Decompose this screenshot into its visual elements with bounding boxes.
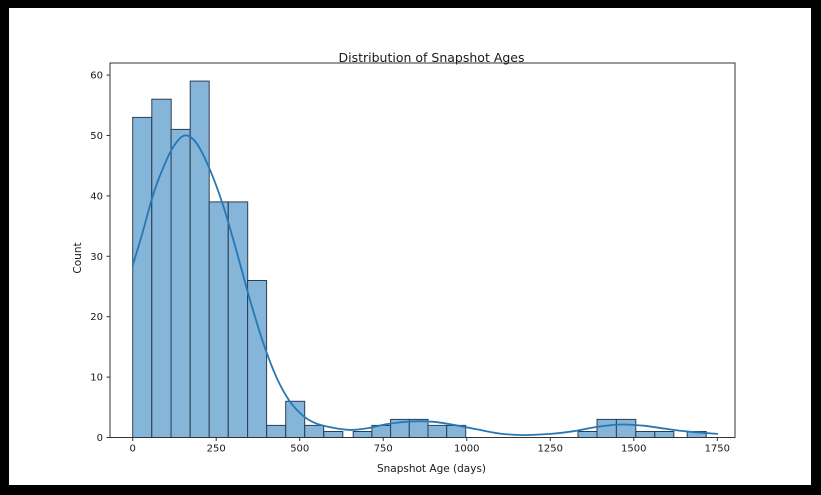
x-tick-label: 1000	[454, 444, 479, 455]
y-tick-label: 0	[97, 433, 103, 444]
histogram-bars	[132, 80, 707, 439]
histogram-bar	[151, 98, 172, 438]
histogram-bar	[132, 116, 153, 439]
plot-axes	[106, 62, 736, 441]
plot-spines	[109, 62, 736, 438]
y-tick-label: 50	[90, 131, 103, 142]
histogram-bar	[170, 128, 191, 438]
histogram-bar	[304, 424, 325, 438]
tick-labels: 0 250 500 750 1000 1250 1500 1750 0 10 20 30 40 50 60	[90, 71, 730, 455]
y-tick-label: 10	[90, 373, 103, 384]
x-tick-label: 250	[207, 444, 226, 455]
x-tick-label: 1250	[538, 444, 563, 455]
histogram-bar	[189, 80, 210, 438]
histogram-bar	[654, 431, 675, 438]
histogram-bar	[352, 431, 373, 438]
histogram-bar	[615, 418, 637, 438]
y-tick-label: 20	[90, 312, 103, 323]
y-tick-label: 60	[90, 71, 103, 82]
x-tick-label: 500	[290, 444, 309, 455]
y-tick-label: 30	[90, 252, 103, 263]
histogram-bar	[208, 201, 229, 438]
histogram-bar	[323, 431, 344, 438]
y-tick-label: 40	[90, 191, 103, 202]
histogram-bar	[596, 418, 617, 438]
histogram-bar	[427, 424, 448, 438]
x-tick-label: 1500	[621, 444, 646, 455]
histogram-bar	[285, 400, 306, 438]
x-axis-label: Snapshot Age (days)	[376, 463, 487, 475]
x-tick-label: 1750	[705, 444, 730, 455]
histogram-bar	[266, 424, 287, 438]
kde-line	[131, 134, 719, 437]
x-tick-label: 0	[130, 444, 136, 455]
x-tick-label: 750	[374, 444, 393, 455]
kde-curve	[131, 134, 719, 437]
chart-title: Distribution of Snapshot Ages	[338, 50, 525, 65]
histogram-bar	[577, 431, 598, 438]
histogram-bar	[227, 201, 249, 438]
histogram-bar	[635, 431, 656, 438]
